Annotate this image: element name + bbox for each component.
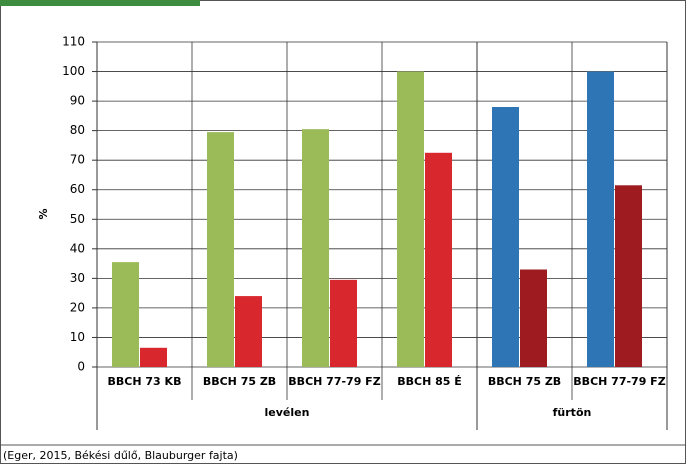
- x-tick-label: BBCH 75 ZB: [203, 375, 276, 388]
- y-tick-label: 0: [77, 360, 85, 374]
- y-tick-label: 20: [70, 300, 85, 314]
- bar: [520, 269, 547, 367]
- bar: [587, 71, 614, 367]
- bar: [235, 296, 262, 367]
- y-tick-label: 30: [70, 271, 85, 285]
- bar: [492, 107, 519, 367]
- bar: [425, 152, 452, 367]
- footnote: (Eger, 2015, Békési dűlő, Blauburger faj…: [3, 449, 238, 462]
- x-tick-label: BBCH 77-79 FZ: [573, 375, 665, 388]
- y-tick-label: 50: [70, 212, 85, 226]
- title-fragment: [0, 0, 200, 6]
- bar: [615, 185, 642, 367]
- x-tick-label: BBCH 85 É: [397, 375, 462, 388]
- y-tick-label: 10: [70, 330, 85, 344]
- y-tick-label: 40: [70, 241, 85, 255]
- y-tick-label: 110: [62, 35, 85, 49]
- x-tick-label: BBCH 77-79 FZ: [288, 375, 380, 388]
- bar: [397, 71, 424, 367]
- group-label: levélen: [265, 406, 310, 419]
- y-tick-label: 100: [62, 64, 85, 78]
- y-tick-label: 70: [70, 153, 85, 167]
- x-tick-label: BBCH 73 KB: [108, 375, 182, 388]
- y-tick-label: 80: [70, 123, 85, 137]
- bar: [112, 262, 139, 367]
- group-label: fürtön: [553, 406, 592, 419]
- bar: [330, 279, 357, 367]
- x-tick-label: BBCH 75 ZB: [488, 375, 561, 388]
- bar: [207, 132, 234, 367]
- bar: [140, 347, 167, 367]
- y-axis-label: %: [37, 208, 50, 219]
- bar: [302, 129, 329, 367]
- y-tick-label: 90: [70, 94, 85, 108]
- y-tick-label: 60: [70, 182, 85, 196]
